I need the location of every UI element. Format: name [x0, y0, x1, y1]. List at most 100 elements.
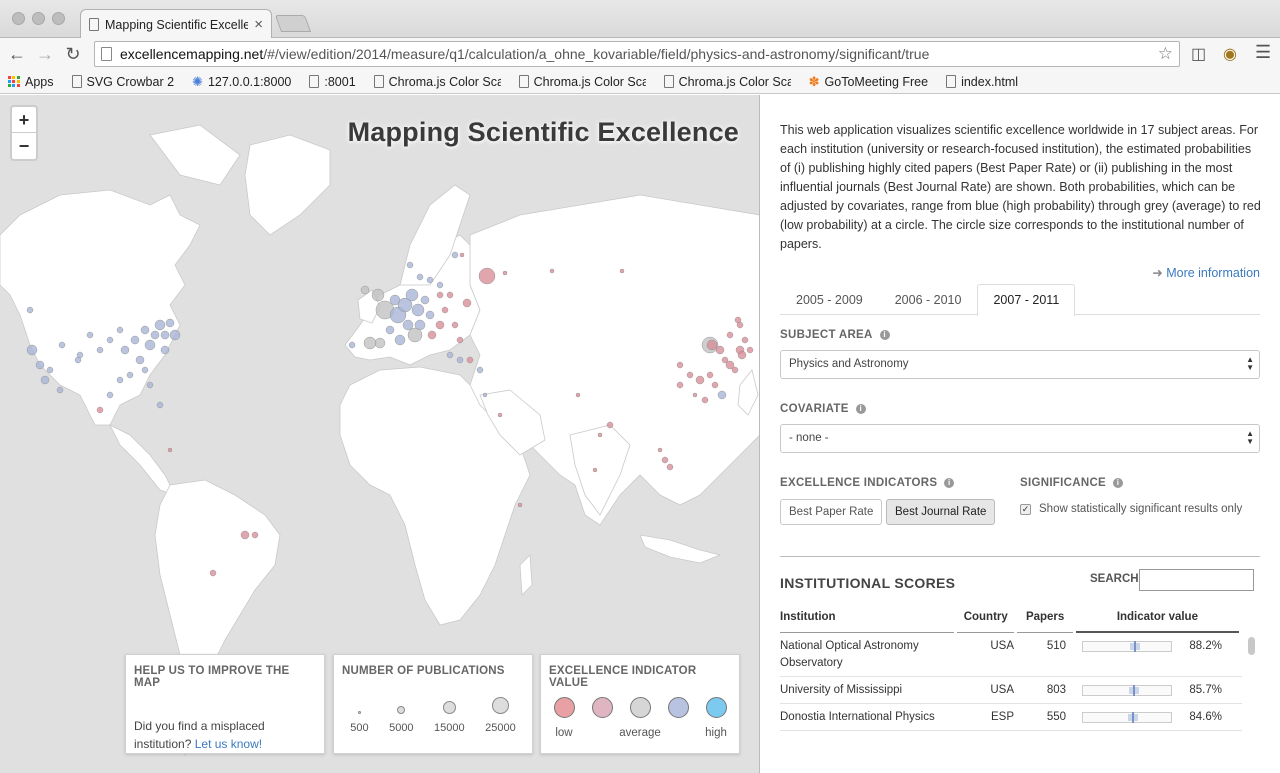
institution-point[interactable] [451, 321, 459, 329]
institution-point[interactable] [425, 310, 435, 320]
institution-point[interactable] [135, 355, 145, 365]
browser-tab-active[interactable]: Mapping Scientific Excellen × [80, 9, 272, 39]
institution-point[interactable] [497, 412, 503, 418]
institution-point[interactable] [695, 375, 705, 385]
institution-point[interactable] [692, 392, 698, 398]
institution-point[interactable] [619, 268, 625, 274]
institution-point[interactable] [150, 330, 160, 340]
table-row[interactable]: Donostia International Physics ESP 550 84.6… [780, 704, 1242, 731]
zoom-in-button[interactable]: + [12, 107, 36, 133]
minimize-window-button[interactable] [32, 12, 45, 25]
institution-point[interactable] [363, 336, 377, 350]
institution-point[interactable] [141, 366, 149, 374]
institution-point[interactable] [156, 401, 164, 409]
institution-point[interactable] [606, 421, 614, 429]
institution-point[interactable] [706, 371, 714, 379]
institution-point[interactable] [406, 261, 414, 269]
close-window-button[interactable] [12, 12, 25, 25]
institution-point[interactable] [592, 467, 598, 473]
institution-point[interactable] [725, 360, 735, 370]
period-tab[interactable]: 2007 - 2011 [977, 284, 1076, 316]
new-tab-button[interactable] [274, 15, 312, 32]
institution-point[interactable] [466, 356, 474, 364]
institution-point[interactable] [130, 335, 140, 345]
bookmark-item[interactable]: index.html [946, 75, 1018, 89]
institution-point[interactable] [575, 392, 581, 398]
institution-point[interactable] [746, 346, 754, 354]
institution-point[interactable] [456, 336, 464, 344]
institution-point[interactable] [676, 361, 684, 369]
institution-point[interactable] [26, 344, 38, 356]
institution-point[interactable] [348, 341, 356, 349]
institution-point[interactable] [46, 366, 54, 374]
world-map[interactable]: + − Mapping Scientific Excellence HELP U… [0, 95, 760, 773]
institution-point[interactable] [666, 463, 674, 471]
institution-point[interactable] [416, 273, 424, 281]
institution-point[interactable] [26, 306, 34, 314]
institution-point[interactable] [731, 366, 739, 374]
menu-hamburger-icon[interactable]: ☰ [1255, 42, 1272, 62]
institution-point[interactable] [116, 376, 124, 384]
back-button[interactable]: ← [8, 44, 26, 64]
institution-point[interactable] [482, 392, 488, 398]
institution-point[interactable] [435, 320, 445, 330]
bookmark-item[interactable]: :8001 [309, 75, 356, 89]
institution-point[interactable] [251, 531, 259, 539]
institution-point[interactable] [476, 366, 484, 374]
best-journal-rate-button[interactable]: Best Journal Rate [886, 499, 996, 525]
institution-point[interactable] [385, 325, 395, 335]
extension-owl-icon[interactable]: ◉ [1223, 46, 1237, 63]
institution-point[interactable] [371, 288, 385, 302]
info-icon[interactable]: i [855, 404, 866, 414]
institution-point[interactable] [701, 396, 709, 404]
institution-point[interactable] [427, 330, 437, 340]
address-bar[interactable]: excellencemapping.net/#/view/edition/201… [94, 41, 1180, 67]
institution-point[interactable] [741, 336, 749, 344]
institution-point[interactable] [374, 337, 386, 349]
institution-point[interactable] [715, 345, 725, 355]
institution-point[interactable] [169, 329, 181, 341]
institution-point[interactable] [502, 270, 508, 276]
subject-area-select[interactable]: Physics and Astronomy ▲ ▼ [780, 350, 1260, 379]
institution-point[interactable] [459, 252, 465, 258]
institution-point[interactable] [734, 316, 742, 324]
institution-point[interactable] [394, 334, 406, 346]
significance-option[interactable]: ✓ Show statistically significant results… [1020, 503, 1243, 515]
institution-point[interactable] [360, 285, 370, 295]
forward-button[interactable]: → [36, 44, 54, 64]
bookmark-item[interactable]: ✽ GoToMeeting Free [809, 74, 928, 90]
institution-point[interactable] [154, 319, 166, 331]
world-map-svg[interactable] [0, 95, 760, 773]
info-icon[interactable]: i [1113, 478, 1124, 488]
institution-point[interactable] [106, 391, 114, 399]
institution-point[interactable] [717, 390, 727, 400]
column-papers[interactable]: Papers [1017, 604, 1073, 633]
bookmark-item[interactable]: Apps [8, 75, 54, 89]
period-tab[interactable]: 2005 - 2009 [796, 293, 863, 307]
bookmark-item[interactable]: Chroma.js Color Scal [663, 75, 791, 89]
table-scrollbar[interactable] [1247, 634, 1256, 734]
institution-point[interactable] [420, 295, 430, 305]
institution-point[interactable] [96, 346, 104, 354]
institution-point[interactable] [209, 569, 217, 577]
institution-point[interactable] [456, 356, 464, 364]
institution-point[interactable] [126, 371, 134, 379]
institution-point[interactable] [96, 406, 104, 414]
column-country[interactable]: Country [957, 604, 1015, 633]
column-indicator-value[interactable]: Indicator value [1075, 604, 1239, 633]
institution-point[interactable] [597, 432, 603, 438]
best-paper-rate-button[interactable]: Best Paper Rate [780, 499, 883, 525]
info-icon[interactable]: i [879, 330, 890, 340]
institution-point[interactable] [661, 456, 669, 464]
institution-point[interactable] [676, 381, 684, 389]
institution-point[interactable] [407, 327, 423, 343]
institution-point[interactable] [462, 298, 472, 308]
institution-point[interactable] [737, 350, 747, 360]
institution-point[interactable] [686, 371, 694, 379]
institution-point[interactable] [549, 268, 555, 274]
institution-point[interactable] [405, 288, 419, 302]
zoom-out-button[interactable]: − [18, 136, 30, 156]
search-input[interactable] [1139, 569, 1254, 591]
institution-point[interactable] [106, 336, 114, 344]
bookmark-star-icon[interactable]: ☆ [1157, 44, 1173, 63]
